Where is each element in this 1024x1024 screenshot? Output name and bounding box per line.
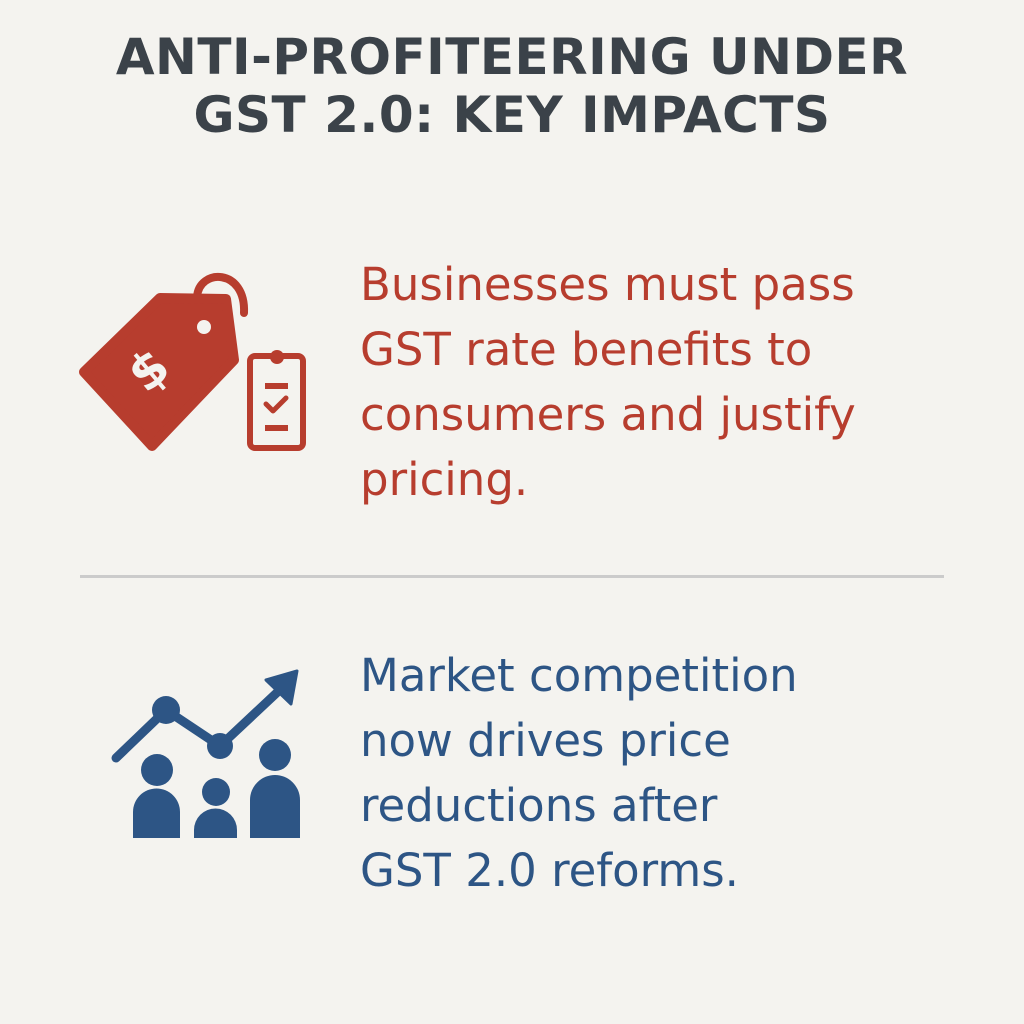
section-profiteering-text: Businesses must pass GST rate benefits t… xyxy=(360,252,856,512)
page-title: ANTI-PROFITEERING UNDER GST 2.0: KEY IMP… xyxy=(0,28,1024,144)
text-line: reductions after xyxy=(360,779,718,832)
price-tag-icon: $ xyxy=(79,273,249,451)
text-line: GST 2.0 reforms. xyxy=(360,844,739,897)
title-line-1: ANTI-PROFITEERING UNDER xyxy=(115,28,909,86)
section-divider xyxy=(80,575,944,578)
market-growth-people-icon xyxy=(111,669,300,838)
text-line: Market competition xyxy=(360,649,798,702)
text-line: now drives price xyxy=(360,714,731,767)
clipboard-check-icon xyxy=(247,350,306,451)
text-line: GST rate benefits to xyxy=(360,323,813,376)
text-line: pricing. xyxy=(360,453,529,506)
section-competition-text: Market competition now drives price redu… xyxy=(360,643,798,903)
text-line: consumers and justify xyxy=(360,388,856,441)
text-line: Businesses must pass xyxy=(360,258,855,311)
title-line-2: GST 2.0: KEY IMPACTS xyxy=(193,86,831,144)
